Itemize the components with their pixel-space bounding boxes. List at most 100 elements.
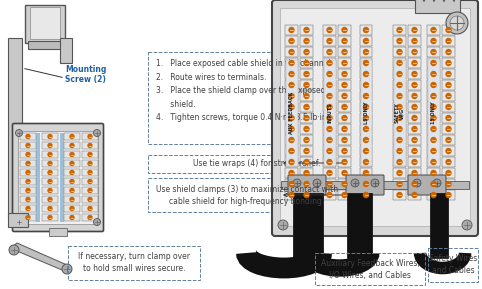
Bar [338,91,351,101]
Bar [408,190,421,200]
Circle shape [431,60,436,66]
Bar [442,146,455,156]
Circle shape [94,129,101,136]
Circle shape [431,116,436,121]
Bar [427,124,440,134]
Circle shape [88,188,92,192]
Bar [64,151,80,158]
Circle shape [289,49,294,55]
Circle shape [342,49,347,55]
Bar [427,102,440,112]
FancyBboxPatch shape [323,60,335,166]
Bar [360,58,372,68]
Circle shape [412,116,417,121]
Bar [360,91,372,101]
Circle shape [289,138,294,142]
Circle shape [15,218,23,225]
Bar [393,47,406,57]
Bar [300,157,313,167]
Bar [427,58,440,68]
Bar [281,181,469,189]
Circle shape [70,197,74,201]
Bar [60,38,72,63]
Circle shape [431,27,436,32]
Circle shape [304,116,309,121]
Bar [323,124,336,134]
Bar [30,7,60,39]
Circle shape [48,134,52,138]
Bar [20,169,36,176]
Polygon shape [12,243,70,273]
Bar [393,36,406,46]
Circle shape [289,105,294,110]
Bar [338,168,351,178]
Bar [42,196,58,203]
FancyBboxPatch shape [285,60,297,166]
Circle shape [446,181,451,186]
Circle shape [26,162,30,166]
Bar [408,157,421,167]
Circle shape [48,162,52,166]
Bar [427,157,440,167]
Circle shape [70,188,74,192]
Circle shape [371,179,379,187]
Circle shape [327,149,332,153]
Bar [300,135,313,145]
Bar [442,179,455,189]
Circle shape [48,207,52,210]
Circle shape [412,149,417,153]
Bar [408,124,421,134]
Bar [360,113,372,123]
Bar [42,160,58,167]
Bar [285,135,298,145]
Circle shape [412,49,417,55]
Bar [408,179,421,189]
Text: SAFETY
W/G: SAFETY W/G [395,103,404,123]
Bar [360,146,372,156]
Bar [338,69,351,79]
Circle shape [412,38,417,44]
Circle shape [363,160,369,164]
Circle shape [446,71,451,77]
Circle shape [446,38,451,44]
Circle shape [342,94,347,99]
Circle shape [304,82,309,88]
Bar [42,178,58,185]
Bar [408,25,421,35]
Circle shape [304,171,309,175]
Bar [18,131,98,224]
Bar [323,146,336,156]
Bar [408,146,421,156]
Circle shape [342,38,347,44]
Circle shape [397,105,402,110]
Circle shape [304,38,309,44]
Circle shape [342,171,347,175]
Bar [82,160,98,167]
Circle shape [313,179,321,187]
Circle shape [446,12,468,34]
Bar [42,169,58,176]
Circle shape [88,162,92,166]
Text: If necessary, turn clamp over
to hold small wires secure.: If necessary, turn clamp over to hold sm… [78,252,190,273]
Circle shape [342,149,347,153]
Circle shape [26,171,30,175]
Circle shape [412,171,417,175]
Bar [427,69,440,79]
Circle shape [327,181,332,186]
Bar [300,91,313,101]
Circle shape [26,207,30,210]
Bar [82,178,98,185]
Bar [64,178,80,185]
Bar [393,168,406,178]
Bar [64,187,80,194]
Bar [42,133,58,140]
Bar [360,102,372,112]
Bar [360,179,372,189]
Circle shape [26,197,30,201]
Circle shape [446,105,451,110]
Circle shape [397,138,402,142]
Circle shape [397,27,402,32]
Circle shape [342,192,347,197]
Circle shape [412,105,417,110]
Circle shape [88,153,92,157]
